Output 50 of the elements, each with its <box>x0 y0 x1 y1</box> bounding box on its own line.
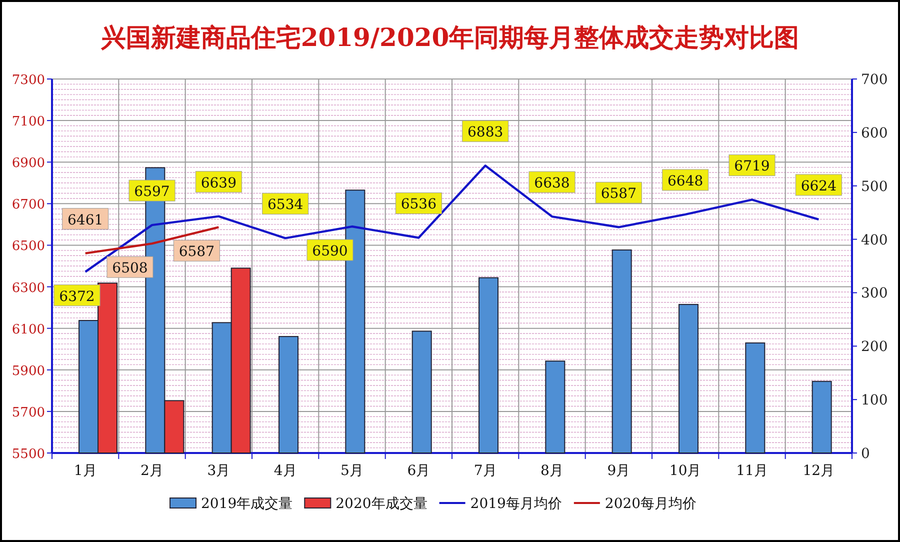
x-tick-label: 4月 <box>274 463 297 479</box>
x-tick-label: 11月 <box>736 463 768 479</box>
y2-tick-label: 100 <box>861 392 888 409</box>
x-tick-label: 12月 <box>802 463 835 479</box>
y-tick-label: 6100 <box>12 322 45 338</box>
data-label: 6883 <box>468 124 504 141</box>
y2-tick-label: 500 <box>861 178 888 195</box>
data-label: 6372 <box>59 288 95 305</box>
y-tick-label: 5900 <box>12 364 45 379</box>
legend-label: 2019年成交量 <box>201 496 293 512</box>
chart-title: 兴国新建商品住宅2019/2020年同期每月整体成交走势对比图 <box>100 23 800 52</box>
data-label: 6587 <box>178 244 214 260</box>
x-tick-label: 1月 <box>74 463 97 479</box>
x-tick-label: 6月 <box>407 463 430 479</box>
data-label: 6597 <box>134 184 170 200</box>
y2-tick-label: 700 <box>861 72 888 88</box>
data-label: 6719 <box>734 158 770 175</box>
legend-label: 2020每月均价 <box>604 496 697 512</box>
data-label: 6638 <box>534 176 570 192</box>
y-tick-label: 6300 <box>12 280 45 296</box>
data-label: 6639 <box>200 175 236 192</box>
y2-tick-label: 300 <box>861 286 888 302</box>
data-label: 6508 <box>112 260 148 277</box>
legend-label: 2019每月均价 <box>470 496 562 512</box>
data-label: 6536 <box>400 196 437 213</box>
y-tick-label: 6500 <box>12 239 45 254</box>
y2-tick-label: 400 <box>861 232 888 248</box>
y2-tick-label: 600 <box>861 125 888 142</box>
x-tick-label: 2月 <box>140 463 164 479</box>
legend-label: 2020年成交量 <box>336 496 428 512</box>
x-tick-label: 10月 <box>669 463 702 479</box>
y-tick-label: 6700 <box>12 198 45 213</box>
data-label: 6590 <box>312 244 348 260</box>
y-tick-label: 5700 <box>12 405 45 420</box>
data-label: 6648 <box>668 173 704 190</box>
x-tick-label: 7月 <box>474 463 497 479</box>
data-label: 6587 <box>600 186 636 202</box>
data-label: 6624 <box>800 178 837 194</box>
x-tick-label: 9月 <box>607 463 630 479</box>
data-label: 6461 <box>68 212 104 228</box>
y-tick-label: 7100 <box>12 114 45 130</box>
y2-tick-label: 0 <box>861 446 870 462</box>
data-label: 6534 <box>268 197 304 214</box>
x-tick-label: 3月 <box>207 463 230 479</box>
y-tick-label: 6900 <box>12 156 45 172</box>
y-tick-label: 7300 <box>12 73 45 88</box>
x-tick-label: 5月 <box>340 463 364 479</box>
y2-tick-label: 200 <box>861 339 888 356</box>
y-tick-label: 5500 <box>12 447 45 462</box>
x-tick-label: 8月 <box>540 463 564 479</box>
